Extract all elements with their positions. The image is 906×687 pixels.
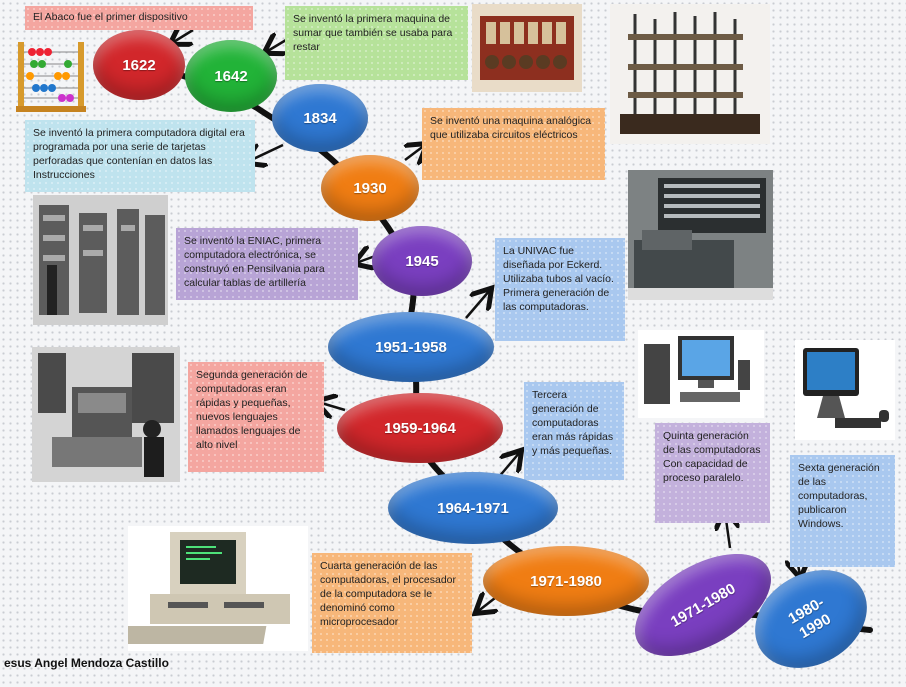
note-cuarta-generacion: Cuarta generación de las computadoras, e… [312, 553, 472, 653]
node-1930: 1930 [321, 155, 419, 221]
node-1622: 1622 [93, 30, 185, 100]
second-gen-computer-icon [32, 347, 180, 482]
desktop-pc-image [638, 330, 764, 418]
second-gen-image [32, 347, 180, 482]
node-1642: 1642 [185, 40, 277, 112]
note-segunda-generacion: Segunda generación de computadoras eran … [188, 362, 324, 472]
node-1951-1958: 1951-1958 [328, 312, 494, 382]
node-1945: 1945 [372, 226, 472, 296]
node-1964-1971: 1964-1971 [388, 472, 558, 544]
note-quinta-generacion: Quinta generación de las computadoras Co… [655, 423, 770, 523]
note-tercera-generacion: Tercera generación de computadoras eran … [524, 382, 624, 480]
eniac-image [33, 195, 168, 325]
univac-image [628, 170, 773, 300]
calculator-machine-icon [480, 16, 574, 80]
node-1834: 1834 [272, 84, 368, 152]
node-1971-1980-orange: 1971-1980 [483, 546, 649, 616]
note-sumadora: Se inventó la primera maquina de sumar q… [285, 6, 468, 80]
pascaline-image [472, 4, 582, 92]
ibm-pc-image [128, 526, 308, 651]
personal-computer-icon [128, 532, 290, 644]
abacus-icon [16, 42, 86, 112]
univac-machine-icon [628, 170, 773, 300]
abacus-image [12, 38, 90, 116]
node-1959-1964: 1959-1964 [337, 393, 503, 463]
analytical-engine-icon [620, 12, 760, 134]
difference-engine-image [610, 4, 770, 144]
eniac-machine-icon [33, 195, 168, 325]
author-credit: esus Angel Mendoza Castillo [4, 656, 169, 670]
note-computadora-digital: Se inventó la primera computadora digita… [25, 120, 255, 192]
note-abaco: El Abaco fue el primer dispositivo [25, 6, 253, 30]
desktop-computer-icon [644, 336, 750, 404]
all-in-one-pc-image [795, 340, 895, 440]
note-maquina-analogica: Se inventó una maquina analógica que uti… [422, 108, 605, 180]
note-eniac: Se inventó la ENIAC, primera computadora… [176, 228, 358, 300]
all-in-one-computer-icon [803, 348, 889, 428]
note-sexta-generacion: Sexta generación de las computadoras, pu… [790, 455, 895, 567]
note-univac: La UNIVAC fue diseñada por Eckerd. Utili… [495, 238, 625, 341]
